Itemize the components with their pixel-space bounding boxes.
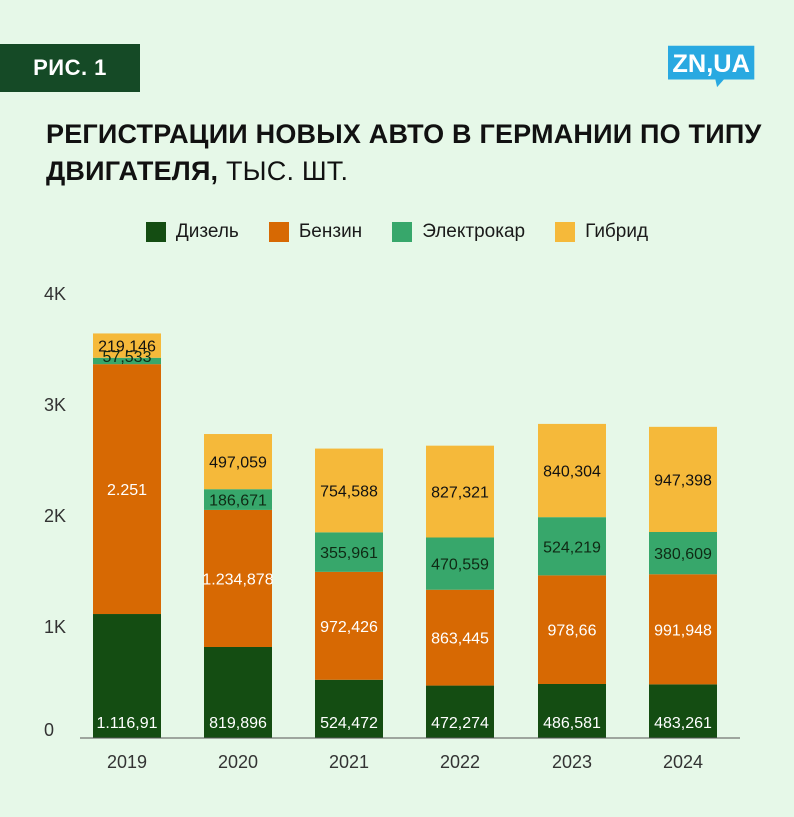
- data-label: 754,588: [320, 483, 378, 500]
- legend-item: Электрокар: [392, 221, 525, 243]
- data-label: 863,445: [431, 631, 489, 648]
- data-label: 827,321: [431, 485, 489, 502]
- bar-segment: [426, 589, 494, 686]
- data-label: 219,146: [98, 339, 156, 356]
- x-tick-label: 2022: [440, 752, 480, 772]
- data-label: 991,948: [654, 622, 712, 639]
- bar-segment: [538, 423, 606, 518]
- bar-segment: [649, 684, 717, 738]
- data-label: 819,896: [209, 715, 267, 732]
- legend-label: Дизель: [175, 221, 239, 242]
- bar-segment: [649, 532, 717, 575]
- legend-label: Бензин: [298, 221, 363, 242]
- bar-segment: [93, 357, 161, 365]
- chart-title-unit: ТЫС. ШТ.: [218, 156, 349, 186]
- legend-item: Гибрид: [555, 221, 648, 243]
- data-label: 978,66: [548, 623, 597, 640]
- data-label: 840,304: [543, 464, 601, 481]
- bar-segment: [538, 517, 606, 576]
- x-tick-label: 2019: [107, 752, 147, 772]
- bar-segment: [315, 571, 383, 680]
- data-label: 497,059: [209, 455, 267, 472]
- legend-item: Дизель: [145, 221, 239, 243]
- bar-segment: [315, 532, 383, 572]
- data-label: 470,559: [431, 557, 489, 574]
- bar-segment: [649, 426, 717, 533]
- x-tick-label: 2024: [663, 752, 703, 772]
- bar-segment: [426, 537, 494, 590]
- legend-swatch: [555, 222, 576, 242]
- legend-label: Гибрид: [585, 221, 649, 242]
- data-label: 524,219: [543, 539, 601, 556]
- bar-segment: [315, 448, 383, 533]
- y-tick-label: 2K: [44, 506, 66, 526]
- bar-segment: [93, 614, 161, 738]
- bar-segment: [204, 646, 272, 738]
- data-label: 380,609: [654, 546, 712, 563]
- bar-segment: [426, 445, 494, 538]
- zn-ua-logo: ZN,UA: [668, 45, 755, 88]
- figure-label: РИС. 1: [0, 44, 140, 92]
- bar-segment: [204, 434, 272, 490]
- x-tick-label: 2020: [218, 752, 258, 772]
- y-tick-label: 3K: [44, 395, 66, 415]
- bar-segment: [315, 679, 383, 738]
- bar-segment: [93, 364, 161, 615]
- data-label: 486,581: [543, 715, 601, 732]
- data-label: 186,671: [209, 493, 267, 510]
- legend-swatch: [145, 222, 166, 242]
- bar-segment: [538, 683, 606, 738]
- y-tick-label: 0: [44, 720, 54, 740]
- chart-title-main: РЕГИСТРАЦИИ НОВЫХ АВТО В ГЕРМАНИИ ПО ТИП…: [46, 119, 762, 186]
- data-label: 472,274: [431, 715, 489, 732]
- data-label: 947,398: [654, 472, 712, 489]
- legend-label: Электрокар: [422, 221, 526, 242]
- legend-item: Бензин: [268, 221, 363, 243]
- y-tick-label: 4K: [44, 284, 66, 304]
- data-label: 1.234,878: [202, 571, 273, 588]
- data-label: 483,261: [654, 715, 712, 732]
- bar-segment: [538, 575, 606, 684]
- bar-segment: [93, 333, 161, 358]
- data-label: 1.116,91: [96, 715, 157, 732]
- chart-legend: Дизель Бензин Электрокар Гибрид: [0, 218, 794, 246]
- legend-swatch: [268, 222, 289, 242]
- x-tick-label: 2023: [552, 752, 592, 772]
- logo-text: ZN,UA: [672, 50, 750, 78]
- data-label: 355,961: [320, 545, 378, 562]
- bar-segment: [204, 489, 272, 510]
- data-label: 57,533: [103, 349, 152, 366]
- y-tick-label: 1K: [44, 617, 66, 637]
- x-tick-label: 2021: [329, 752, 369, 772]
- bar-segment: [204, 509, 272, 647]
- bar-segment: [426, 685, 494, 738]
- data-label: 2.251: [107, 482, 147, 499]
- data-label: 972,426: [320, 619, 378, 636]
- bar-segment: [649, 574, 717, 685]
- chart-title: РЕГИСТРАЦИИ НОВЫХ АВТО В ГЕРМАНИИ ПО ТИП…: [46, 116, 766, 190]
- legend-swatch: [392, 222, 413, 242]
- data-label: 524,472: [320, 715, 378, 732]
